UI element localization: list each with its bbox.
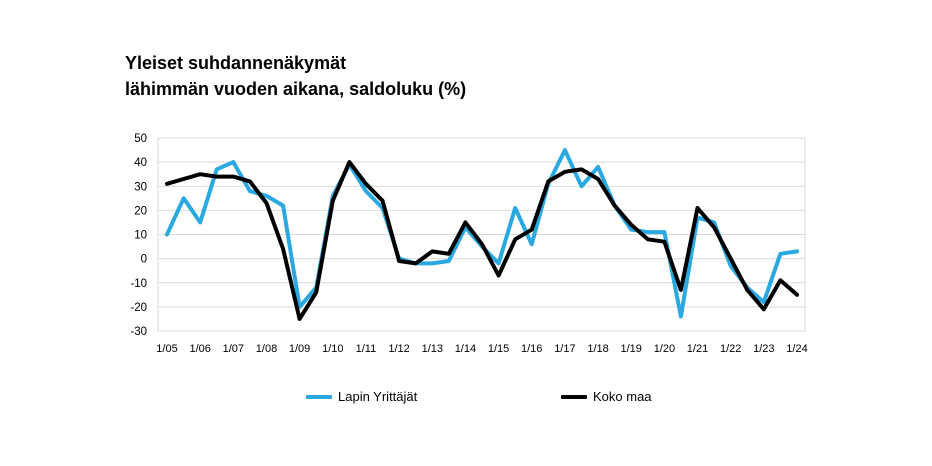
series-line-lapin-yritt-j-t [165, 148, 799, 319]
y-axis-label: 10 [134, 230, 147, 242]
chart-legend: Lapin Yrittäjät Koko maa [0, 389, 932, 409]
x-axis-label: 1/15 [488, 343, 509, 355]
chart-title: Yleiset suhdannenäkymät lähimmän vuoden … [125, 50, 466, 102]
y-axis-label: -30 [130, 326, 147, 338]
y-axis-label: 0 [141, 254, 147, 266]
x-axis-label: 1/14 [455, 343, 476, 355]
x-axis-label: 1/11 [356, 343, 377, 355]
x-axis-label: 1/13 [422, 343, 443, 355]
legend-item-lapin-yrittajat: Lapin Yrittäjät [306, 389, 417, 404]
y-axis-label: 30 [134, 181, 147, 193]
y-axis-label: 50 [134, 133, 147, 145]
x-axis-label: 1/08 [256, 343, 277, 355]
x-axis-label: 1/10 [322, 343, 343, 355]
x-axis-label: 1/07 [223, 343, 244, 355]
legend-label-lapin-yrittajat: Lapin Yrittäjät [338, 389, 418, 404]
legend-swatch-koko-maa [561, 394, 587, 399]
chart-title-line1: Yleiset suhdannenäkymät [125, 53, 347, 73]
x-axis-label: 1/20 [654, 343, 675, 355]
y-axis-label: -10 [130, 278, 147, 290]
x-axis-label: 1/18 [587, 343, 608, 355]
x-axis-label: 1/06 [189, 343, 210, 355]
x-axis-label: 1/09 [289, 343, 310, 355]
legend-item-koko-maa: Koko maa [561, 389, 652, 404]
series-line-koko-maa [165, 160, 799, 321]
legend-label-koko-maa: Koko maa [593, 389, 652, 404]
x-axis-label: 1/05 [156, 343, 177, 355]
chart-title-line2: lähimmän vuoden aikana, saldoluku (%) [125, 79, 467, 99]
x-axis-label: 1/12 [388, 343, 409, 355]
legend-swatch-lapin-yrittajat [306, 394, 332, 399]
x-axis-label: 1/22 [720, 343, 741, 355]
y-axis-label: -20 [130, 302, 147, 314]
x-axis-label: 1/17 [554, 343, 575, 355]
x-axis-label: 1/23 [753, 343, 774, 355]
y-axis-label: 20 [134, 205, 147, 217]
x-axis-label: 1/24 [786, 343, 807, 355]
y-axis-label: 40 [134, 157, 147, 169]
x-axis-label: 1/16 [521, 343, 542, 355]
x-axis-label: 1/21 [687, 343, 708, 355]
x-axis-label: 1/19 [620, 343, 641, 355]
